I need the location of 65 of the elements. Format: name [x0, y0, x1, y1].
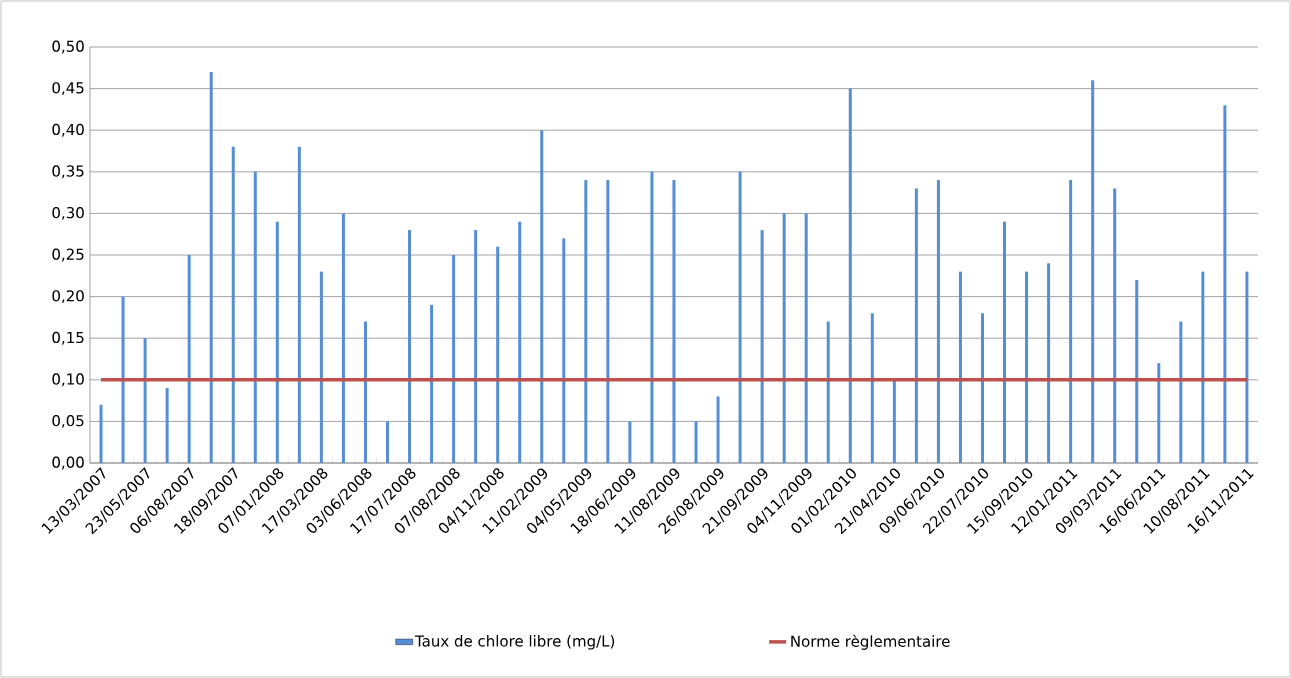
bar: [804, 213, 808, 463]
bar: [363, 321, 367, 463]
y-tick-label: 0,25: [52, 248, 84, 262]
bar: [297, 146, 301, 463]
bar: [738, 171, 742, 463]
bar: [1179, 321, 1183, 463]
y-tick-label: 0,05: [52, 414, 84, 428]
bar: [231, 146, 235, 463]
bar: [1003, 221, 1007, 463]
bar: [760, 230, 764, 463]
bar: [99, 404, 103, 463]
bar: [936, 180, 940, 463]
bar: [1069, 180, 1073, 463]
bar: [1245, 271, 1249, 463]
bar: [165, 388, 169, 463]
bar: [452, 255, 456, 463]
bar: [121, 296, 125, 463]
bar: [430, 304, 434, 463]
bar: [716, 396, 720, 463]
bar: [958, 271, 962, 463]
bar: [496, 246, 500, 463]
y-tick-label: 0,30: [52, 206, 84, 220]
bar: [672, 180, 676, 463]
bar: [914, 188, 918, 463]
y-tick-label: 0,20: [52, 290, 84, 304]
y-tick-label: 0,35: [52, 165, 84, 179]
bar: [253, 171, 257, 463]
bar: [408, 230, 412, 463]
bar: [275, 221, 279, 463]
bar: [474, 230, 478, 463]
bar: [826, 321, 830, 463]
bar: [1047, 263, 1051, 463]
bar: [187, 255, 191, 463]
y-tick-label: 0,50: [52, 40, 84, 54]
y-tick-label: 0,10: [52, 373, 84, 387]
bar: [628, 421, 632, 463]
bar: [540, 130, 544, 463]
bar: [694, 421, 698, 463]
y-tick-label: 0,45: [52, 82, 84, 96]
bar: [1223, 105, 1227, 463]
bar: [562, 238, 566, 463]
bar: [848, 88, 852, 463]
bar: [341, 213, 345, 463]
bar: [1157, 363, 1161, 463]
bar: [980, 313, 984, 463]
bar: [1025, 271, 1029, 463]
bar: [1113, 188, 1117, 463]
bar: [650, 171, 654, 463]
bar: [1135, 279, 1139, 463]
bar: [584, 180, 588, 463]
bar: [1091, 80, 1095, 463]
legend-label: Taux de chlore libre (mg/L): [414, 635, 615, 650]
y-tick-label: 0,15: [52, 331, 84, 345]
y-tick-label: 0,40: [52, 123, 84, 137]
bar: [892, 379, 896, 463]
bar: [143, 338, 147, 463]
bar: [209, 71, 213, 463]
bar: [606, 180, 610, 463]
legend-label: Norme règlementaire: [791, 634, 950, 650]
bar: [870, 313, 874, 463]
bar: [386, 421, 389, 463]
bar: [319, 271, 323, 463]
bar: [518, 221, 522, 463]
bar: [782, 213, 786, 463]
bar: [1201, 271, 1205, 463]
